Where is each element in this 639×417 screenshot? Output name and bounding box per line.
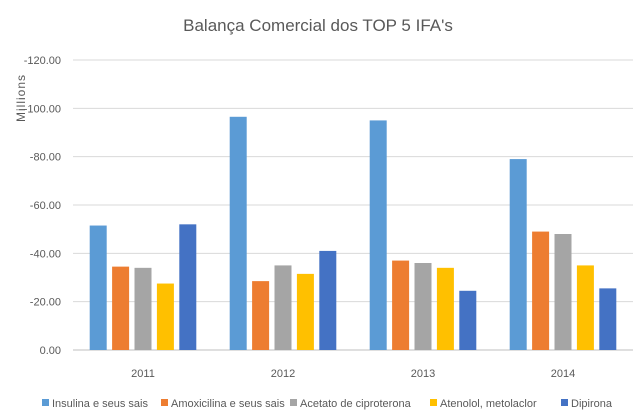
legend-label: Atenolol, metolaclor <box>440 398 537 410</box>
legend-label: Insulina e seus sais <box>52 398 148 410</box>
x-tick-label: 2012 <box>271 368 295 380</box>
bar-2013-4 <box>436 267 454 350</box>
bar-2014-4 <box>576 265 594 350</box>
y-axis-label: Millions <box>14 74 28 122</box>
chart-title: Balança Comercial dos TOP 5 IFA's <box>183 16 453 35</box>
legend-label: Amoxicilina e seus sais <box>171 398 285 410</box>
bar-2012-4 <box>296 273 314 350</box>
x-axis-ticks: 2011 2012 2013 2014 <box>131 368 575 380</box>
y-tick-label: -80.00 <box>30 152 61 164</box>
y-tick-label: 0.00 <box>40 345 61 357</box>
y-tick-label: -100.00 <box>24 103 61 115</box>
bar-2011-2 <box>112 266 130 350</box>
legend-label: Acetato de ciproterona <box>300 398 412 410</box>
bar-2011-3 <box>134 267 152 350</box>
bar-2013-5 <box>459 290 477 350</box>
bars <box>89 116 617 351</box>
bar-2011-1 <box>89 225 107 350</box>
legend-swatch <box>161 399 168 406</box>
legend-swatch <box>42 399 49 406</box>
bar-2013-1 <box>369 120 387 351</box>
bar-2012-1 <box>229 116 247 351</box>
legend-label: Dipirona <box>571 398 613 410</box>
y-tick-label: -120.00 <box>24 55 61 67</box>
legend-swatch <box>430 399 437 406</box>
x-tick-label: 2011 <box>131 368 155 380</box>
x-tick-label: 2014 <box>551 368 575 380</box>
bar-2011-4 <box>156 283 174 350</box>
legend-swatch <box>561 399 568 406</box>
bar-2014-1 <box>509 159 527 350</box>
y-tick-label: -20.00 <box>30 297 61 309</box>
y-tick-label: -60.00 <box>30 200 61 212</box>
bar-2012-2 <box>252 281 270 350</box>
bar-2013-2 <box>392 260 410 350</box>
legend-swatch <box>290 399 297 406</box>
x-tick-label: 2013 <box>411 368 435 380</box>
bar-2013-3 <box>414 263 432 350</box>
bar-2014-5 <box>599 288 617 350</box>
legend: Insulina e seus sais Amoxicilina e seus s… <box>42 398 613 410</box>
y-tick-label: -40.00 <box>30 248 61 260</box>
bar-2012-3 <box>274 265 292 350</box>
bar-2014-2 <box>532 231 550 350</box>
bar-2012-5 <box>319 250 337 350</box>
bar-2011-5 <box>179 224 197 350</box>
bar-2014-3 <box>554 234 572 350</box>
y-axis-ticks: 0.00 -20.00 -40.00 -60.00 -80.00 -100.00 -120.… <box>24 55 61 357</box>
